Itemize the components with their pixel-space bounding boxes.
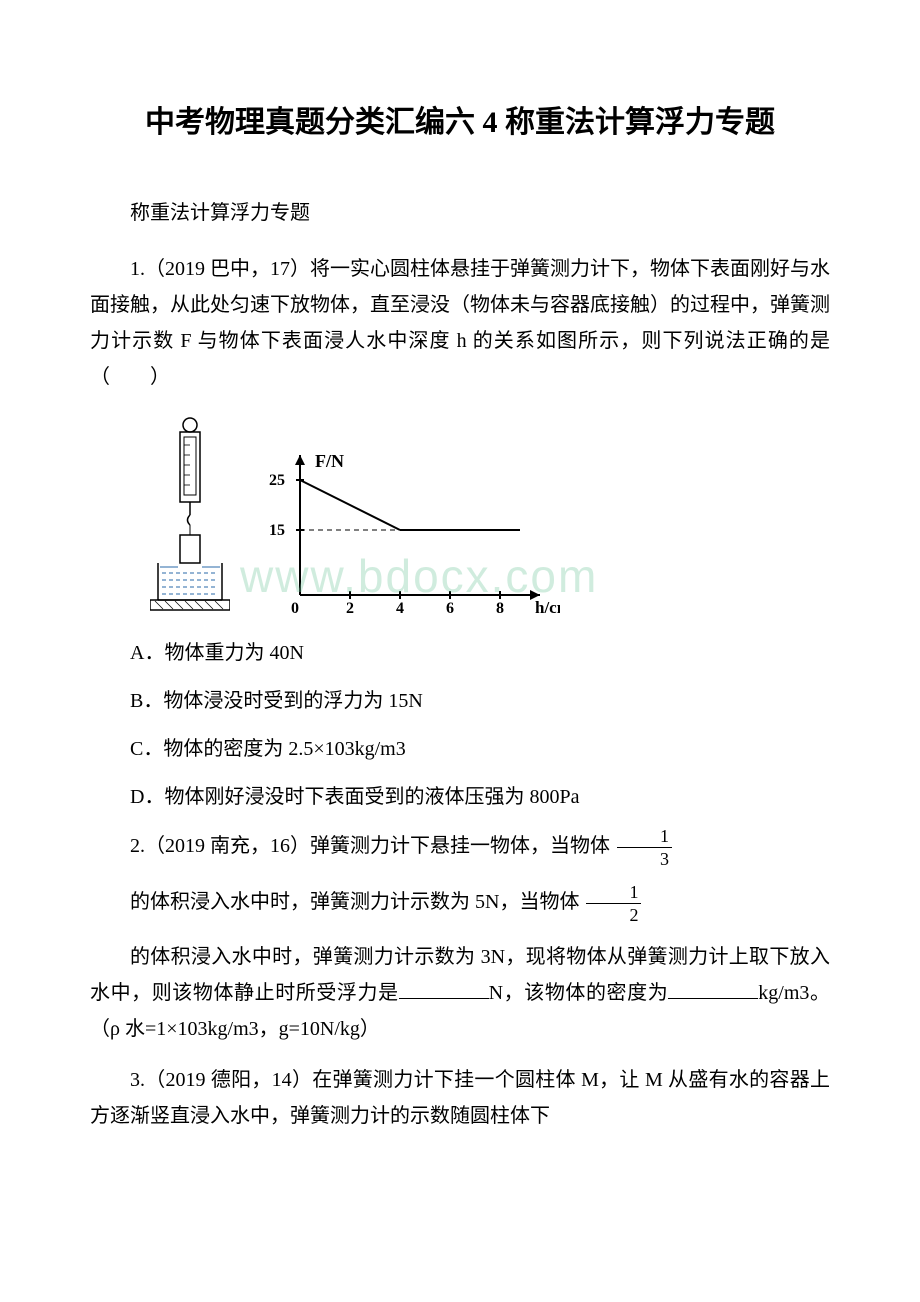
- q1-option-c: C．物体的密度为 2.5×103kg/m3: [90, 731, 830, 767]
- spring-scale-icon: [150, 415, 230, 615]
- page-title: 中考物理真题分类汇编六 4 称重法计算浮力专题: [90, 100, 830, 145]
- svg-text:h/cm: h/cm: [535, 598, 560, 615]
- fraction-one-half: 12: [586, 883, 641, 924]
- q2-stem-line3: 的体积浸入水中时，弹簧测力计示数为 3N，现将物体从弹簧测力计上取下放入水中，则…: [90, 939, 830, 1047]
- blank-buoyancy: [399, 975, 489, 999]
- blank-density: [668, 975, 758, 999]
- fh-chart: 25 15 F/N 2 4 6 8 0 h/cm: [260, 445, 560, 615]
- svg-text:0: 0: [291, 600, 299, 615]
- q1-option-a: A．物体重力为 40N: [90, 635, 830, 671]
- q2-text-b: 的体积浸入水中时，弹簧测力计示数为 5N，当物体: [130, 891, 579, 913]
- q1-option-b: B．物体浸没时受到的浮力为 15N: [90, 683, 830, 719]
- svg-text:15: 15: [269, 522, 285, 539]
- svg-text:F/N: F/N: [315, 451, 344, 471]
- svg-text:2: 2: [346, 600, 354, 615]
- svg-text:25: 25: [269, 472, 285, 489]
- section-subtitle: 称重法计算浮力专题: [90, 195, 830, 231]
- q2-stem-line2: 的体积浸入水中时，弹簧测力计示数为 5N，当物体 12: [90, 883, 830, 924]
- svg-text:4: 4: [396, 600, 404, 615]
- svg-text:6: 6: [446, 600, 454, 615]
- q1-stem: 1.（2019 巴中，17）将一实心圆柱体悬挂于弹簧测力计下，物体下表面刚好与水…: [90, 251, 830, 395]
- q2-text-d: N，该物体的密度为: [489, 982, 669, 1004]
- q1-figure: 25 15 F/N 2 4 6 8 0 h/cm www.bdocx.com: [150, 415, 830, 615]
- q1-option-d: D．物体刚好浸没时下表面受到的液体压强为 800Pa: [90, 779, 830, 815]
- q3-stem: 3.（2019 德阳，14）在弹簧测力计下挂一个圆柱体 M，让 M 从盛有水的容…: [90, 1062, 830, 1134]
- q2-stem-line1: 2.（2019 南充，16）弹簧测力计下悬挂一物体，当物体 13: [90, 827, 830, 868]
- svg-text:8: 8: [496, 600, 504, 615]
- q2-text-a: 2.（2019 南充，16）弹簧测力计下悬挂一物体，当物体: [130, 835, 610, 857]
- fraction-one-third: 13: [617, 827, 672, 868]
